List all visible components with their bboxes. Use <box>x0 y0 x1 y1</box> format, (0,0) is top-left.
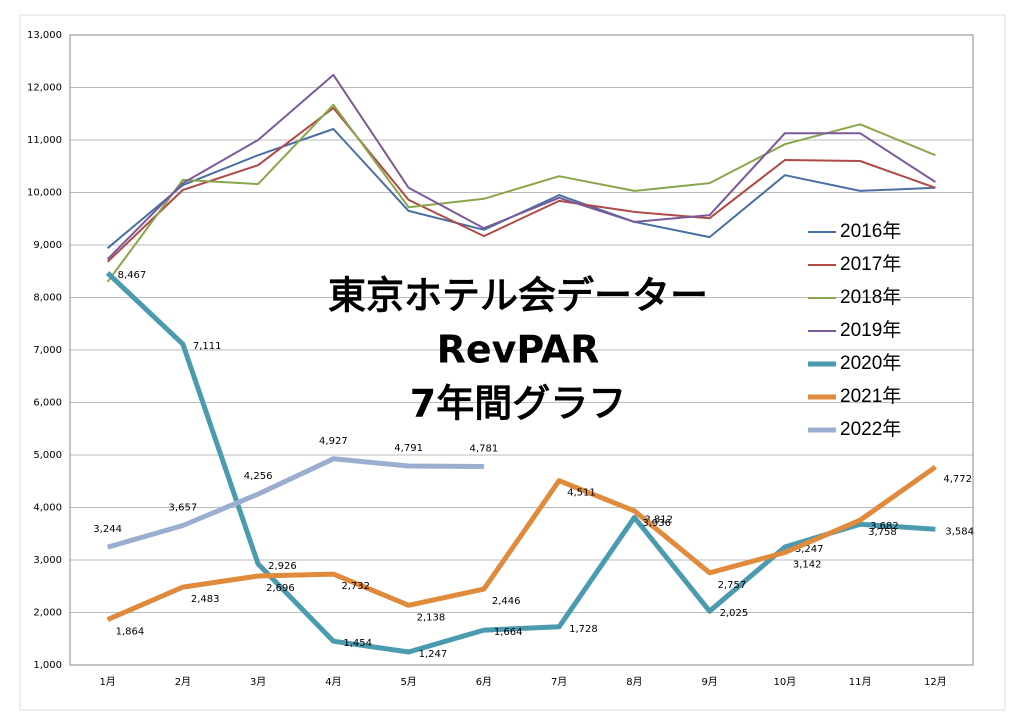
value-label: 1,664 <box>494 627 523 638</box>
value-label: 1,454 <box>343 638 372 649</box>
value-label: 4,511 <box>567 488 596 499</box>
legend-label: 2020年 <box>840 352 901 374</box>
value-label: 2,446 <box>492 596 521 607</box>
value-label: 2,483 <box>191 594 220 605</box>
y-tick-label: 9,000 <box>33 240 62 251</box>
series-line <box>106 456 484 550</box>
y-tick-label: 12,000 <box>27 83 62 94</box>
series-line <box>106 464 937 622</box>
value-label: 4,781 <box>470 443 499 454</box>
series-line <box>106 128 936 249</box>
value-label: 4,927 <box>319 436 348 447</box>
x-tick-label: 5月 <box>400 676 416 688</box>
value-label: 2,757 <box>718 580 747 591</box>
value-label: 1,864 <box>116 627 145 638</box>
plot-frame <box>69 34 974 666</box>
chart-title: RevPAR <box>437 328 600 372</box>
value-label: 3,682 <box>870 521 899 532</box>
y-tick-label: 1,000 <box>33 660 62 671</box>
x-tick-label: 4月 <box>325 676 341 688</box>
x-tick-label: 12月 <box>924 676 947 688</box>
y-tick-label: 4,000 <box>33 503 62 514</box>
y-tick-label: 3,000 <box>33 555 62 566</box>
y-tick-label: 8,000 <box>33 293 62 304</box>
chart-frame <box>19 14 1006 711</box>
value-label: 3,244 <box>93 524 122 535</box>
value-label: 2,025 <box>720 608 749 619</box>
x-tick-label: 6月 <box>476 676 492 688</box>
series-line <box>106 73 936 260</box>
y-tick-label: 11,000 <box>27 135 62 146</box>
legend-label: 2021年 <box>840 385 901 407</box>
value-label: 7,111 <box>193 341 222 352</box>
x-tick-label: 2月 <box>175 676 191 688</box>
value-label: 4,772 <box>943 474 972 485</box>
y-tick-label: 6,000 <box>33 398 62 409</box>
series-line <box>106 107 936 263</box>
y-tick-label: 13,000 <box>27 30 62 41</box>
y-tick-label: 2,000 <box>33 608 62 619</box>
x-tick-label: 9月 <box>701 676 717 688</box>
legend-label: 2017年 <box>840 253 901 275</box>
value-label: 2,926 <box>268 561 297 572</box>
legend-label: 2019年 <box>840 319 901 341</box>
x-tick-label: 10月 <box>774 676 797 688</box>
legend-label: 2016年 <box>840 220 901 242</box>
value-label: 3,584 <box>945 526 974 537</box>
x-tick-label: 1月 <box>99 676 115 688</box>
value-label: 3,247 <box>795 544 824 555</box>
value-label: 8,467 <box>118 270 147 281</box>
value-label: 1,247 <box>419 649 448 660</box>
value-label: 4,791 <box>394 443 423 454</box>
value-label: 1,728 <box>569 624 598 635</box>
legend-label: 2022年 <box>840 418 901 440</box>
value-label: 2,696 <box>266 583 295 594</box>
y-tick-label: 7,000 <box>33 345 62 356</box>
x-tick-label: 11月 <box>849 676 872 688</box>
value-label: 3,812 <box>644 514 673 525</box>
y-tick-label: 10,000 <box>27 188 62 199</box>
value-label: 3,142 <box>793 560 822 571</box>
x-tick-label: 8月 <box>626 676 642 688</box>
chart-title: 東京ホテル会データー <box>328 274 708 318</box>
value-label: 4,256 <box>244 471 273 482</box>
y-tick-label: 5,000 <box>33 450 62 461</box>
x-tick-label: 7月 <box>551 676 567 688</box>
legend-label: 2018年 <box>840 286 901 308</box>
series-line <box>106 103 936 283</box>
value-label: 2,732 <box>341 581 370 592</box>
value-label: 3,657 <box>169 503 198 514</box>
value-label: 3,758 <box>868 527 897 538</box>
chart-title: 7年間グラフ <box>410 382 626 426</box>
x-tick-label: 3月 <box>250 676 266 688</box>
series-line <box>105 271 936 655</box>
value-label: 2,138 <box>417 612 446 623</box>
value-label: 3,936 <box>642 518 671 529</box>
